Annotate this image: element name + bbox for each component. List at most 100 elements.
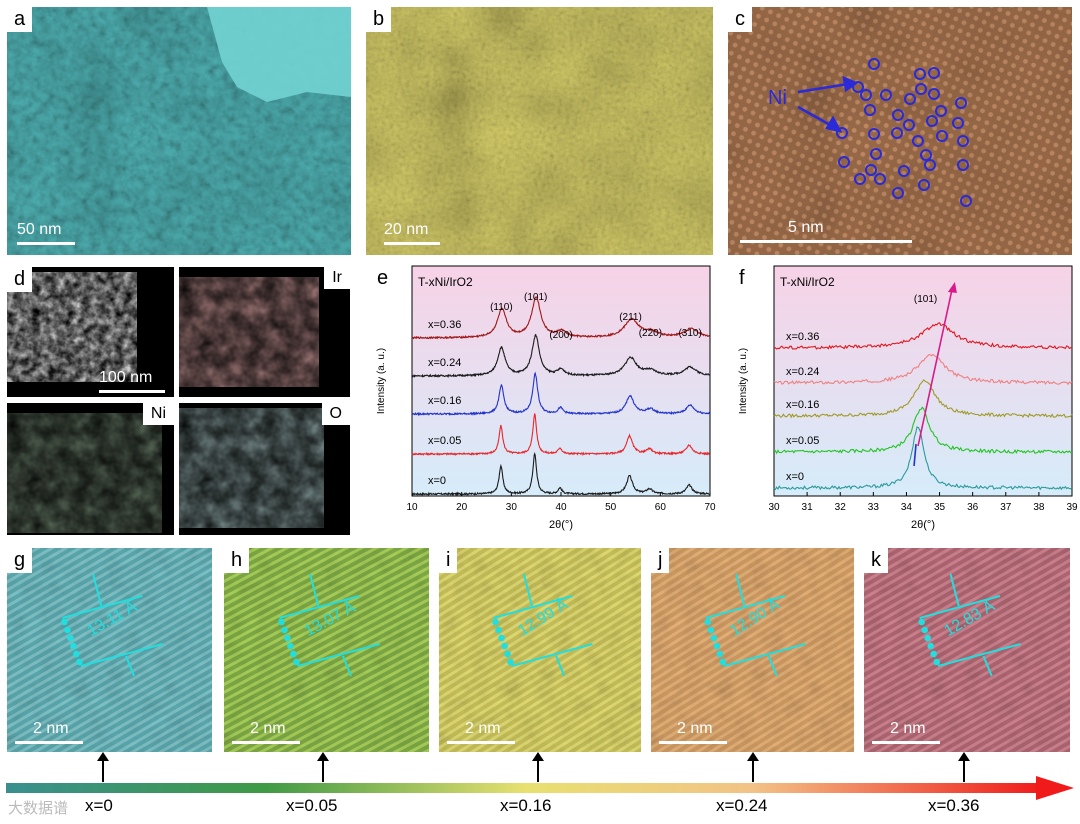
hrtem-image-c [728,7,1072,255]
scale-bar: 2 nm [232,718,302,744]
xrd-series [411,371,710,417]
hrtem-image-k [864,548,1070,752]
composition-arrow [6,776,1076,804]
map-ni: Ni [7,403,174,535]
series-label: x=0.24 [428,357,461,369]
ni-atom-markers [836,58,972,207]
xrd-series [411,333,710,378]
peak-marker [913,443,917,467]
scale-line [99,390,165,393]
x-tick-label: 33 [868,502,880,513]
panel-c: Ni c 5 nm [728,7,1072,255]
marker-arrow [97,752,109,782]
panel-label: d [7,267,33,292]
panel-label: f [739,267,745,289]
x-tick-label: 36 [967,502,979,513]
y-axis-label: Intensity (a. u.) [376,348,387,414]
x-tick-label: 35 [934,502,946,513]
scale-line [384,242,440,245]
x-tick-label: 20 [456,502,468,513]
scale-text: 50 nm [17,221,62,238]
series-label: x=0.36 [428,319,461,331]
panel-g: g 13.11 Å 2 nm [7,548,212,752]
hrtem-image-h [224,548,429,752]
panel-label: k [864,548,888,573]
plot-area [411,265,711,497]
y-axis-label: Intensity (a. u.) [738,348,749,414]
x-tick-label: 30 [506,502,518,513]
series-label: x=0.16 [786,399,819,411]
panel-label: b [366,7,392,32]
peak-label: (211) [619,312,642,323]
x-tick-label: 50 [605,502,617,513]
marker-arrow [317,752,329,782]
x-tick-label: 39 [1066,502,1078,513]
peak-label: (200) [549,330,572,341]
peak-label: (101) [914,294,937,305]
scale-text: 2 nm [677,720,713,737]
panel-label: g [7,548,33,573]
hrtem-image-j [651,548,854,752]
x-tick-label: 34 [901,502,913,513]
series-label: x=0.05 [786,435,819,447]
ni-annotation: Ni [768,87,787,109]
scale-text: 2 nm [250,720,286,737]
x-axis-label: 2θ(°) [549,519,573,531]
map-o: O [179,403,350,535]
watermark: 大数据谱 [8,800,69,817]
peak-shift-arrow [917,289,953,447]
peak-label: (110) [490,302,513,313]
panel-label: a [7,7,33,32]
map-ir: Ir [179,267,350,397]
marker-arrow [532,752,544,782]
scale-text: 100 nm [99,369,153,386]
scale-bar: 2 nm [659,718,729,744]
xrd-chart-f: 30 31 32 33 34 35 36 37 38 39 2θ(°) Intensity (a. u… [738,265,1078,531]
hrtem-image-g [7,548,212,752]
element-label-ir: Ir [324,267,350,289]
x-label: x=0.36 [928,796,980,815]
scale-bar: 2 nm [15,718,85,744]
tem-image-b [366,7,713,255]
panel-f: 30 31 32 33 34 35 36 37 38 39 2θ(°) Intensity (a. u… [728,262,1078,540]
xrd-series [773,406,1072,455]
x-tick-label: 38 [1033,502,1045,513]
xrd-series [411,296,710,340]
panel-label: h [224,548,250,573]
chart-title: T-xNi/IrO2 [780,275,835,289]
x-label: x=0.05 [286,796,338,815]
xrd-series [773,353,1073,386]
panel-h: h 13.07 Å 2 nm [224,548,429,752]
marker-arrow [958,752,970,782]
scale-line [659,741,727,744]
scale-text: 2 nm [890,720,926,737]
x-tick-label: 31 [802,502,814,513]
x-tick-label: 37 [1000,502,1012,513]
scale-bar: 20 nm [384,219,448,245]
x-label: x=0.16 [500,796,552,815]
scale-text: 20 nm [384,221,429,238]
x-tick-label: 40 [555,502,567,513]
scale-bar: 2 nm [872,718,942,744]
marker-arrow [747,752,759,782]
x-tick-label: 32 [835,502,847,513]
scale-line [872,741,940,744]
tem-image-a [7,7,351,255]
xrd-series [411,413,710,457]
scale-line [232,741,300,744]
x-axis-label: 2θ(°) [911,519,935,531]
series-label: x=0 [786,471,804,483]
panel-label: c [728,7,752,32]
peak-shift-arrowhead [947,282,957,293]
scale-bar: 100 nm [99,369,169,393]
series-label: x=0.24 [786,366,819,378]
xrd-series [411,451,710,497]
xrd-series [773,426,1073,491]
peak-label: (310) [678,328,701,339]
x-label: x=0 [85,796,113,815]
x-label: x=0.24 [716,796,768,815]
scale-line [740,240,912,243]
map-haadf: d 100 nm [7,267,174,397]
panel-k: k 12.83 Å 2 nm [864,548,1070,752]
panel-label: i [439,548,458,573]
